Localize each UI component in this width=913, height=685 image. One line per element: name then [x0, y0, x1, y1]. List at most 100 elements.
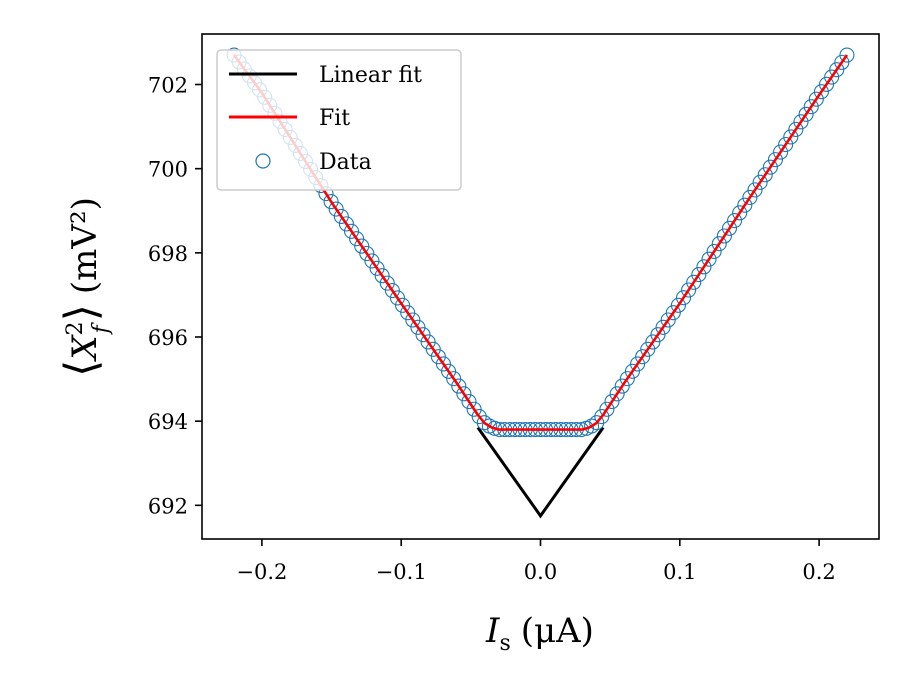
y-tick-label: 698	[148, 242, 188, 266]
data-point	[614, 378, 630, 394]
data-point	[757, 167, 773, 183]
data-point	[727, 213, 743, 229]
data-point	[793, 114, 809, 130]
data-point	[701, 251, 717, 267]
data-point	[783, 129, 799, 145]
data-point	[696, 259, 712, 275]
data-point	[441, 363, 457, 379]
x-axis-subscript: s	[499, 631, 510, 656]
y-axis-prefix: ⟨	[56, 360, 107, 377]
data-point	[430, 349, 446, 365]
legend-marker-data	[255, 153, 271, 169]
data-point	[629, 356, 646, 372]
data-point	[599, 401, 615, 417]
y-axis-superscript: 2	[63, 321, 88, 335]
data-point	[650, 327, 666, 343]
data-point	[374, 268, 390, 284]
x-tick-label: −0.1	[376, 560, 427, 584]
data-point	[635, 349, 651, 365]
data-point	[716, 228, 732, 244]
data-point	[778, 136, 794, 153]
x-axis-unit: (μA)	[521, 611, 594, 651]
data-point	[645, 334, 661, 350]
y-axis-suffix: ⟩	[56, 304, 107, 321]
legend: Linear fit Fit Data	[216, 49, 462, 191]
data-point	[773, 144, 789, 160]
data-point	[747, 182, 763, 198]
plot-frame	[201, 33, 880, 540]
data-point	[604, 393, 620, 410]
data-point	[675, 290, 692, 306]
x-tick-label: 0.0	[524, 560, 557, 584]
data-point	[737, 197, 753, 213]
data-point	[818, 76, 835, 92]
data-point	[379, 275, 395, 291]
data-point	[400, 305, 416, 321]
x-tick-label: 0.1	[663, 560, 696, 584]
data-point	[359, 245, 375, 262]
series-fit-line	[232, 54, 849, 431]
data-point	[839, 47, 855, 63]
data-point	[711, 236, 727, 252]
data-point	[425, 341, 441, 357]
data-point	[813, 84, 829, 100]
data-point	[584, 418, 600, 434]
y-axis-title: ⟨X2f⟩(mV²)	[56, 197, 114, 377]
data-point	[405, 312, 421, 328]
data-point	[323, 194, 339, 210]
y-tick-label: 692	[148, 494, 188, 518]
legend-label-data: Data	[319, 150, 372, 175]
data-point	[609, 386, 625, 402]
x-tick-label: 0.2	[802, 560, 835, 584]
data-point	[384, 282, 400, 299]
data-point	[349, 231, 365, 247]
data-point	[834, 54, 850, 70]
data-point	[732, 205, 748, 221]
data-point	[788, 121, 804, 137]
y-axis-symbol: X	[65, 334, 105, 363]
data-point	[660, 312, 676, 328]
data-point	[461, 393, 477, 410]
data-point	[410, 319, 426, 335]
data-point	[395, 297, 411, 313]
legend-box	[216, 49, 462, 191]
legend-label-fit: Fit	[319, 106, 350, 131]
data-point	[338, 216, 354, 232]
data-point	[829, 62, 845, 78]
data-point	[343, 223, 360, 239]
data-point	[420, 334, 436, 350]
data-point	[446, 371, 462, 387]
data-point	[619, 371, 635, 387]
x-tick-label: −0.2	[236, 560, 287, 584]
data-point	[640, 341, 656, 357]
data-point	[415, 327, 431, 343]
data-point	[762, 159, 778, 175]
data-point	[824, 69, 840, 85]
data-point	[471, 408, 487, 425]
data-point	[328, 201, 344, 217]
series-linear-fit-line	[476, 426, 605, 519]
data-point	[389, 290, 406, 306]
legend-label-linear-fit: Linear fit	[319, 63, 422, 88]
data-point	[798, 106, 814, 122]
data-point	[655, 319, 671, 335]
data-point	[456, 386, 472, 402]
data-point	[354, 238, 370, 254]
y-tick-label: 700	[148, 158, 188, 182]
data-point	[767, 152, 784, 168]
x-axis-symbol: I	[485, 611, 500, 651]
y-tick-label: 696	[148, 326, 188, 350]
data-point	[670, 297, 686, 313]
x-axis-ticks: −0.2 −0.1 0.0 0.1 0.2	[236, 539, 836, 584]
data-point	[691, 267, 707, 283]
data-point	[808, 91, 824, 107]
data-point	[752, 174, 768, 190]
data-point	[451, 378, 467, 394]
data-point	[369, 260, 385, 276]
data-point	[476, 415, 492, 431]
y-axis-ticks: 692 694 696 698 700 702	[148, 74, 202, 518]
data-point	[435, 356, 452, 372]
data-point	[364, 253, 380, 269]
data-point	[665, 305, 681, 321]
